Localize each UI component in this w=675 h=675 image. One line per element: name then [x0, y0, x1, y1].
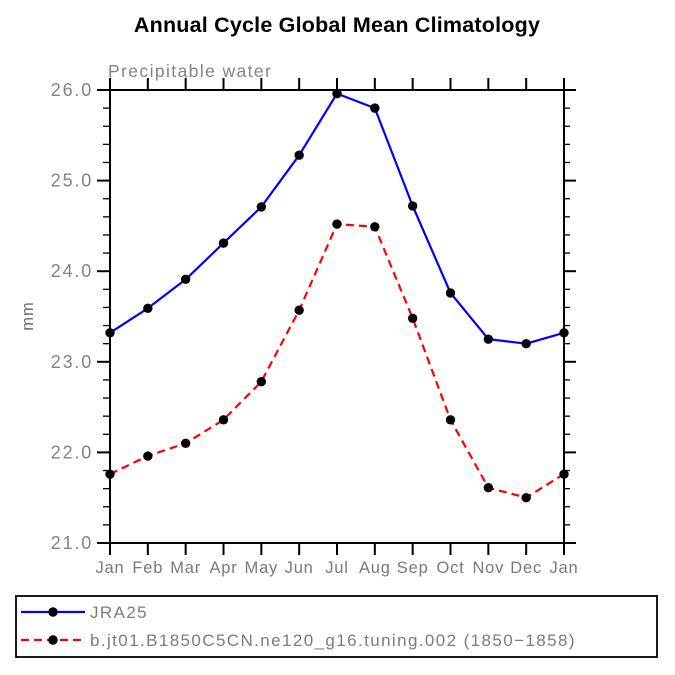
- month-label: May: [245, 559, 279, 577]
- data-point: [143, 303, 153, 314]
- data-point: [559, 328, 569, 338]
- data-point: [294, 150, 304, 160]
- month-label: Aug: [359, 559, 391, 577]
- month-label: Sep: [397, 559, 429, 577]
- chart-subtitle: Precipitable water: [108, 61, 272, 81]
- plot-border: [109, 89, 565, 544]
- legend-marker: [48, 607, 58, 617]
- data-point: [256, 377, 267, 387]
- month-label: Jul: [325, 559, 349, 577]
- month-label: Jan: [95, 559, 124, 577]
- month-label: Jun: [285, 559, 314, 577]
- month-label: Jan: [549, 559, 578, 577]
- data-point: [218, 415, 229, 425]
- data-point: [559, 469, 569, 479]
- y-tick-label: 25.0: [51, 171, 93, 191]
- month-label: Mar: [170, 559, 201, 577]
- legend-box: JRA25 b.jt01.B1850C5CN.ne120_g16.tuning.0…: [15, 595, 658, 658]
- month-label: Oct: [436, 559, 464, 577]
- chart-title: Annual Cycle Global Mean Climatology: [134, 13, 540, 37]
- series-group: [105, 88, 569, 503]
- legend-border: [15, 595, 658, 658]
- y-tick-label: 24.0: [51, 261, 93, 281]
- data-point: [332, 88, 342, 99]
- data-point: [407, 313, 418, 324]
- data-point: [521, 493, 531, 503]
- data-point: [256, 202, 267, 212]
- data-point: [218, 238, 229, 248]
- data-point: [483, 483, 494, 493]
- data-point: [332, 219, 342, 229]
- series-line-0: [109, 92, 565, 345]
- data-point: [180, 274, 191, 285]
- data-point: [180, 438, 191, 449]
- data-point: [445, 415, 456, 425]
- data-point: [407, 201, 418, 211]
- legend-marker: [48, 635, 58, 645]
- month-label: Feb: [132, 559, 163, 577]
- month-label: Dec: [510, 559, 542, 577]
- y-tick-label: 21.0: [51, 533, 93, 553]
- legend-label: JRA25: [90, 603, 148, 622]
- y-tick-label: 23.0: [51, 352, 93, 372]
- data-point: [143, 451, 153, 461]
- y-axis-label: mm: [19, 301, 37, 331]
- legend-label: b.jt01.B1850C5CN.ne120_g16.tuning.002 (1…: [90, 631, 576, 650]
- month-label: Nov: [472, 559, 504, 577]
- data-point: [521, 338, 531, 349]
- data-point: [483, 334, 494, 344]
- data-point: [370, 222, 380, 232]
- data-point: [445, 288, 456, 298]
- series-line-1: [109, 223, 565, 499]
- axes-group: 21.0 22.0 23.0 24.0 25.0 26.0 Jan Feb Mar Apr May J…: [51, 78, 578, 577]
- data-point: [105, 328, 115, 338]
- data-point: [105, 469, 115, 479]
- data-point: [294, 305, 304, 315]
- y-tick-label: 26.0: [51, 80, 93, 100]
- month-label: Apr: [209, 559, 237, 577]
- data-point: [370, 103, 380, 113]
- y-tick-label: 22.0: [51, 442, 93, 462]
